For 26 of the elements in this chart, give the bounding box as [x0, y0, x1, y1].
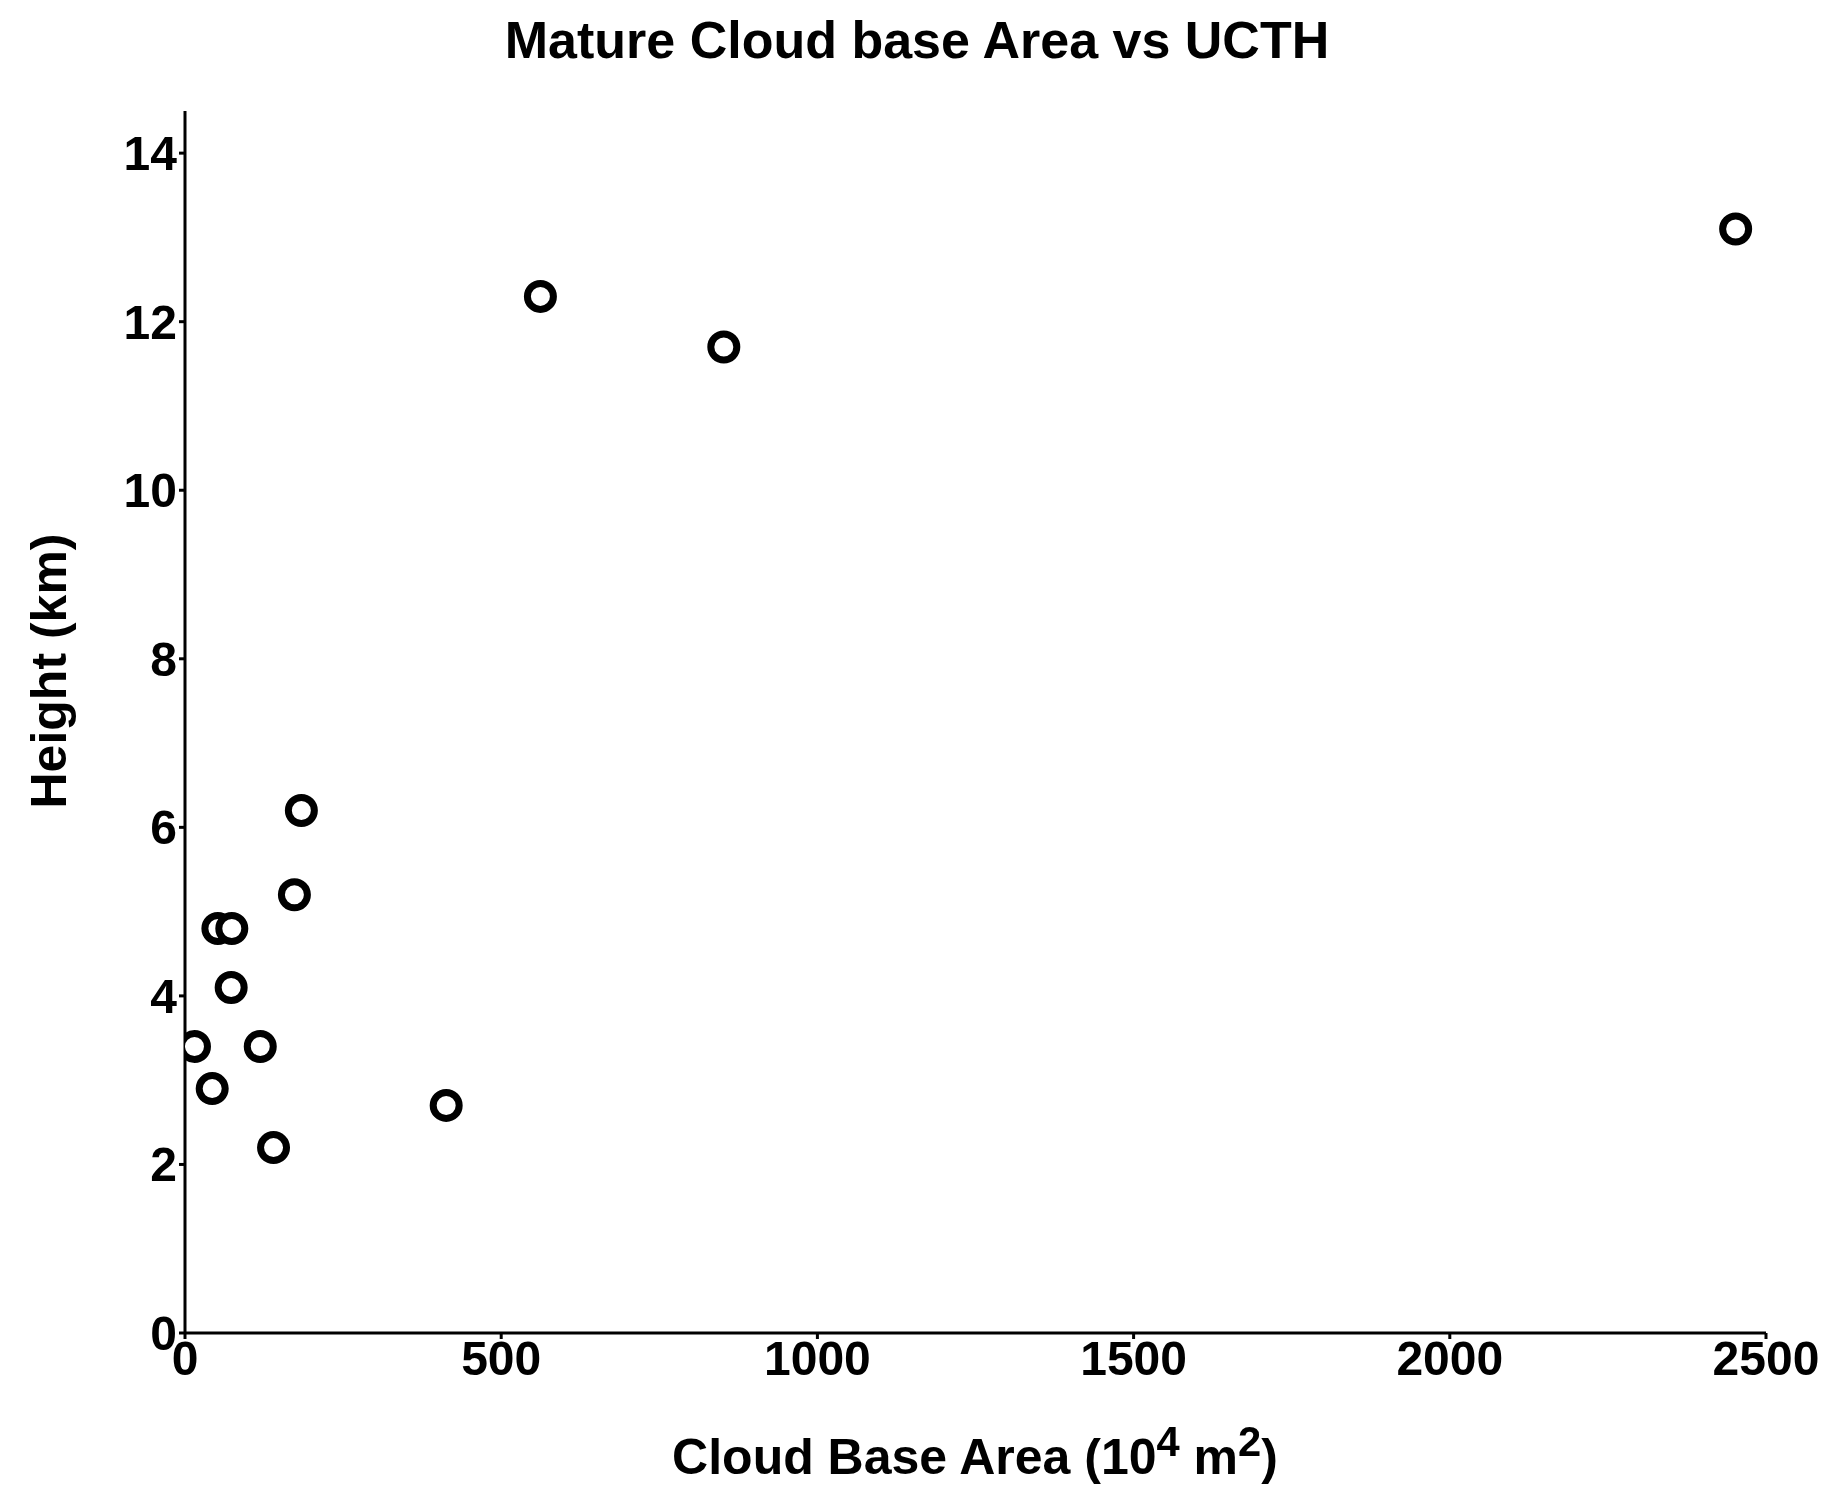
- point: [214, 970, 248, 1004]
- point: [215, 911, 249, 945]
- point: [257, 1131, 291, 1165]
- chart-title: Mature Cloud base Area vs UCTH: [503, 10, 1331, 70]
- point: [277, 878, 311, 912]
- y-tick-label: 8: [150, 632, 177, 686]
- y-tick-label: 4: [150, 969, 178, 1023]
- x-axis-title: Cloud Base Area (10$^{4}$ m$^{2}$): [671, 1418, 1279, 1486]
- y-tick-label: 6: [150, 801, 177, 855]
- y-axis-title: Height (km): [19, 533, 77, 808]
- x-tick-label: 500: [461, 1332, 542, 1386]
- x-tick-label: 1500: [1080, 1332, 1187, 1386]
- x-tick-label: 1000: [764, 1332, 871, 1386]
- point: [429, 1088, 463, 1122]
- y-tick-label: 10: [123, 464, 177, 518]
- x-tick-label: 2000: [1396, 1332, 1504, 1386]
- point: [195, 1072, 229, 1106]
- point: [707, 330, 741, 364]
- y-tick-label: 14: [123, 127, 178, 181]
- y-tick-label: 2: [150, 1138, 177, 1192]
- point: [523, 279, 557, 313]
- point: [1719, 212, 1753, 246]
- point: [284, 793, 318, 827]
- point: [243, 1029, 277, 1063]
- x-tick-label: 2500: [1712, 1332, 1820, 1386]
- y-tick-label: 12: [123, 295, 177, 349]
